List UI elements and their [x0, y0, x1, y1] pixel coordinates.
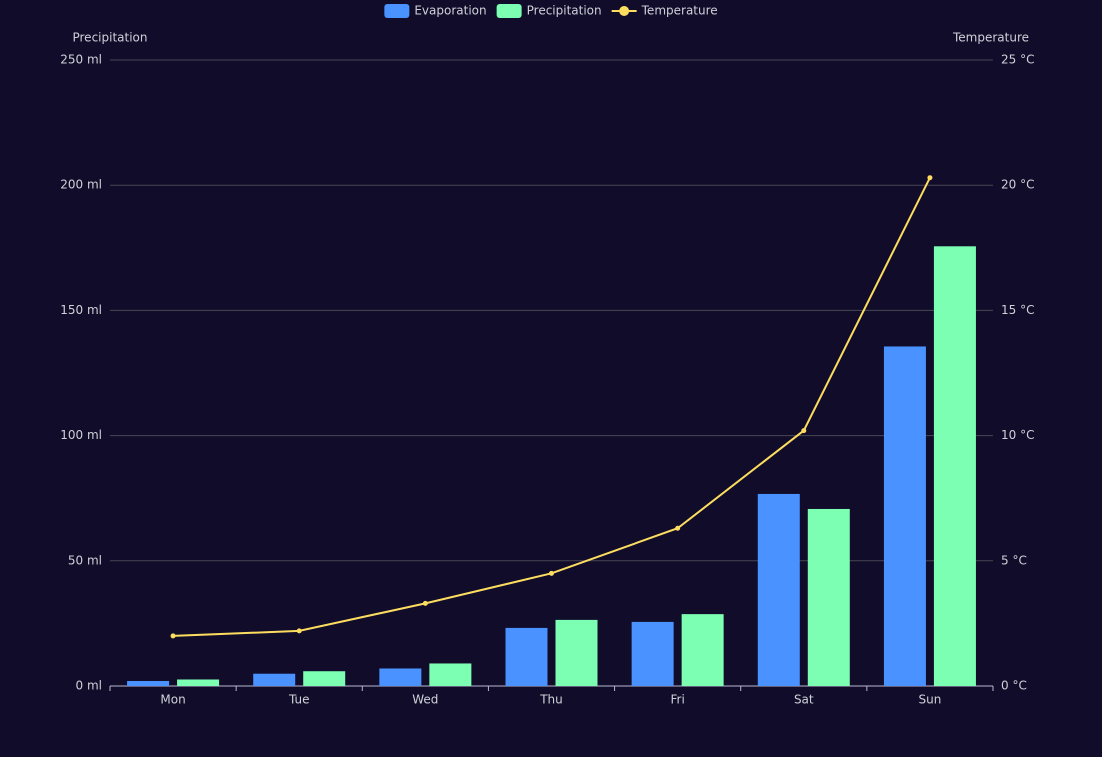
legend-symbol — [496, 4, 522, 18]
bar — [681, 614, 724, 686]
legend-label: Temperature — [641, 4, 718, 18]
legend-label: Precipitation — [527, 4, 602, 18]
bar — [303, 671, 346, 686]
bar — [555, 619, 598, 686]
bar — [631, 621, 674, 686]
line-point — [675, 525, 681, 531]
line-point — [801, 428, 807, 434]
bar — [883, 346, 926, 686]
line-point — [170, 633, 176, 639]
x-tick-label: Mon — [160, 693, 185, 707]
x-tick-label: Sun — [919, 693, 942, 707]
x-tick-label: Sat — [794, 693, 814, 707]
bar — [757, 493, 800, 686]
bar — [933, 246, 976, 686]
y2-tick-label: 10 °C — [1001, 428, 1034, 442]
y2-tick-label: 20 °C — [1001, 178, 1034, 192]
y-tick-label: 150 ml — [60, 303, 102, 317]
y-tick-label: 50 ml — [68, 553, 102, 567]
bar — [379, 668, 422, 686]
y-tick-label: 0 ml — [76, 679, 102, 693]
bar — [505, 627, 548, 686]
y2-tick-label: 0 °C — [1001, 679, 1027, 693]
bar — [177, 679, 220, 686]
x-tick-label: Thu — [539, 693, 563, 707]
y-tick-label: 100 ml — [60, 428, 102, 442]
legend-item: Precipitation — [496, 4, 602, 18]
x-tick-label: Fri — [670, 693, 684, 707]
legend-symbol — [384, 4, 410, 18]
line-point — [296, 628, 302, 634]
x-tick-label: Tue — [288, 693, 310, 707]
legend-label: Evaporation — [414, 4, 486, 18]
legend-item: Evaporation — [384, 4, 487, 18]
y-tick-label: 250 ml — [60, 53, 102, 67]
bar — [807, 508, 850, 686]
bar — [253, 673, 296, 686]
line-point — [549, 570, 554, 576]
y-axis-title: Precipitation — [72, 31, 147, 45]
legend: Evaporation Precipitation Temperature — [384, 4, 718, 18]
y2-axis-title: Temperature — [952, 31, 1029, 45]
y2-tick-label: 15 °C — [1001, 303, 1034, 317]
y2-tick-label: 5 °C — [1001, 553, 1027, 567]
line-point — [422, 600, 428, 606]
line-point — [927, 175, 933, 181]
x-tick-label: Wed — [412, 693, 438, 707]
y-tick-label: 200 ml — [60, 178, 102, 192]
y2-tick-label: 25 °C — [1001, 53, 1034, 67]
legend-item: Temperature — [611, 4, 718, 18]
bar — [127, 680, 170, 686]
legend-symbol — [619, 6, 630, 16]
bar — [429, 663, 472, 686]
